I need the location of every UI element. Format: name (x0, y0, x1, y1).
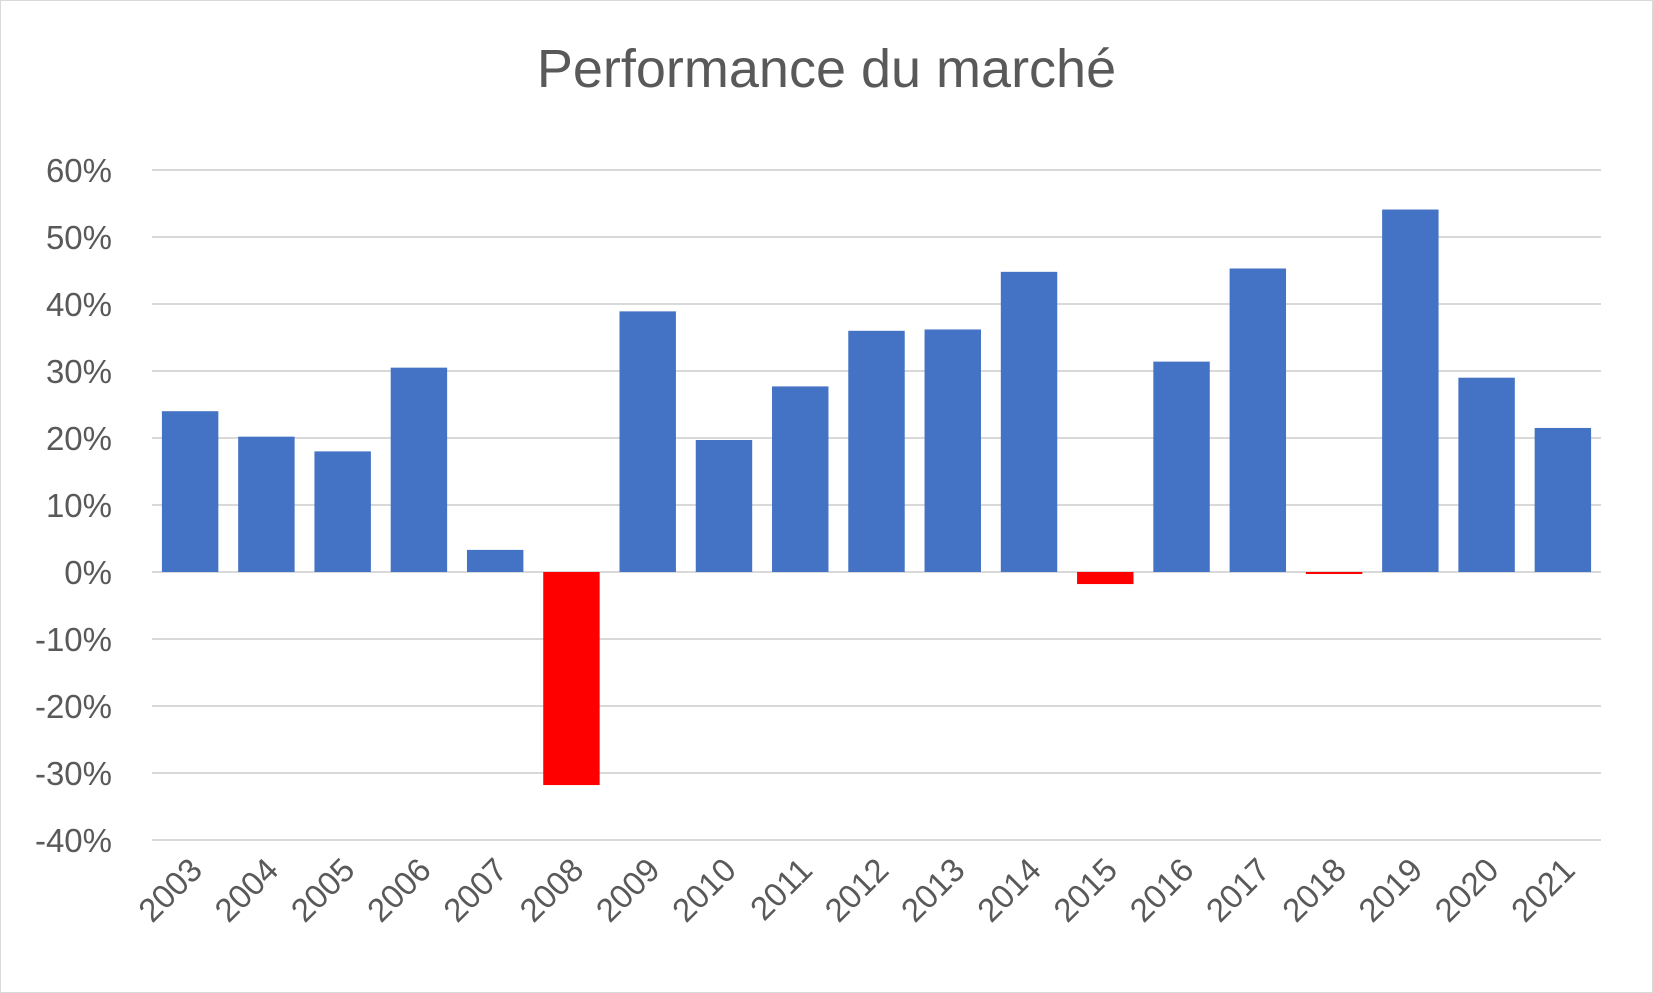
x-tick-label: 2007 (436, 851, 514, 929)
bar-2014 (1000, 271, 1058, 572)
y-tick-label: 50% (46, 219, 112, 256)
x-tick-label: 2004 (207, 851, 285, 929)
bar-2004 (238, 436, 295, 572)
x-tick-label: 2008 (512, 851, 590, 929)
x-tick-label: 2003 (131, 851, 209, 929)
y-tick-label: -40% (35, 822, 112, 859)
x-tick-label: 2005 (284, 851, 362, 929)
bar-2009 (619, 311, 676, 572)
y-tick-label: 10% (46, 487, 112, 524)
bar-2020 (1458, 377, 1515, 572)
bar-2017 (1229, 268, 1287, 572)
y-tick-label: 60% (46, 152, 112, 189)
y-axis-labels: 60% 50% 40% 30% 20% 10% 0% -10% -20% -30% -40% (35, 152, 112, 859)
x-tick-label: 2019 (1351, 851, 1429, 929)
y-tick-label: 40% (46, 286, 112, 323)
bar-2019 (1382, 209, 1439, 572)
y-tick-label: 30% (46, 353, 112, 390)
bar-2012 (848, 330, 905, 572)
x-tick-label: 2020 (1427, 851, 1505, 929)
bars (161, 209, 1592, 786)
bar-2015 (1077, 572, 1134, 585)
x-tick-label: 2014 (970, 851, 1048, 929)
x-tick-label: 2016 (1122, 851, 1200, 929)
chart-title: Performance du marché (536, 39, 1117, 99)
bar-2011 (772, 386, 829, 572)
bar-2006 (390, 367, 448, 572)
x-tick-label: 2015 (1046, 851, 1124, 929)
x-tick-label: 2006 (360, 851, 438, 929)
bar-2007 (466, 549, 524, 572)
x-tick-label: 2009 (589, 851, 667, 929)
y-tick-label: 0% (64, 554, 112, 591)
bar-2018 (1305, 572, 1363, 575)
bar-2010 (695, 440, 753, 572)
y-tick-label: -30% (35, 755, 112, 792)
x-tick-label: 2021 (1504, 851, 1582, 929)
x-tick-label: 2017 (1199, 851, 1277, 929)
bar-2008 (543, 572, 600, 786)
y-tick-label: -10% (35, 621, 112, 658)
x-tick-label: 2013 (894, 851, 972, 929)
x-tick-label: 2011 (743, 851, 819, 927)
bar-2003 (161, 411, 219, 572)
x-tick-label: 2010 (665, 851, 743, 929)
x-tick-label: 2018 (1275, 851, 1353, 929)
bar-2005 (314, 451, 371, 572)
y-tick-label: 20% (46, 420, 112, 457)
x-tick-label: 2012 (817, 851, 895, 929)
bar-2013 (924, 329, 981, 572)
y-tick-label: -20% (35, 688, 112, 725)
bar-2016 (1153, 361, 1210, 572)
bar-2021 (1534, 427, 1592, 572)
